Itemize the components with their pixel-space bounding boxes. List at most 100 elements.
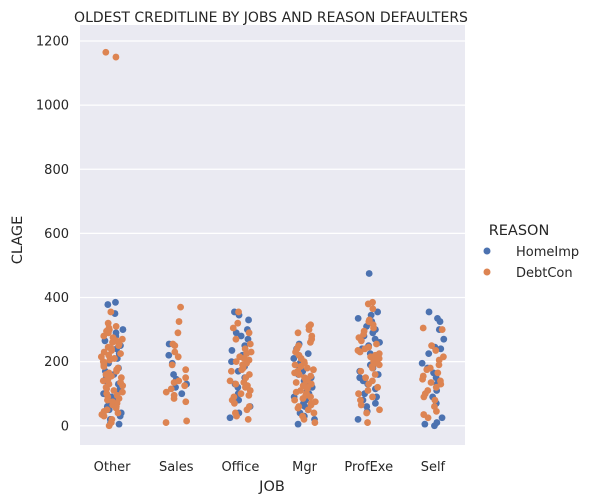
data-point-debtcon (171, 348, 179, 356)
data-point-debtcon (232, 335, 240, 343)
data-point-homeimp (374, 308, 382, 316)
data-point-debtcon (420, 393, 428, 401)
data-point-homeimp (440, 335, 448, 343)
data-point-debtcon (107, 308, 115, 316)
data-point-homeimp (436, 318, 444, 325)
data-point-debtcon (375, 361, 383, 369)
data-point-debtcon (294, 329, 302, 337)
data-point-debtcon (182, 398, 190, 406)
legend-marker-debtcon (483, 268, 491, 276)
data-point-debtcon (433, 407, 440, 415)
data-point-debtcon (361, 345, 369, 353)
chart-title: OLDEST CREDITLINE BY JOBS AND REASON DEF… (74, 10, 468, 26)
y-axis-ticks: 0 200 400 600 800 1000 1200 (36, 35, 69, 435)
data-point-homeimp (290, 355, 298, 362)
data-point-debtcon (310, 409, 318, 417)
data-point-debtcon (229, 324, 237, 332)
data-point-debtcon (291, 361, 299, 369)
y-axis-label: CLAGE (10, 216, 26, 265)
data-point-debtcon (435, 356, 443, 364)
data-point-debtcon (291, 396, 299, 404)
data-point-debtcon (106, 356, 114, 364)
data-point-homeimp (294, 420, 302, 428)
data-point-debtcon (373, 340, 380, 348)
y-tick-label: 600 (44, 227, 69, 242)
data-point-debtcon (304, 406, 312, 414)
data-point-debtcon (105, 422, 113, 430)
data-points (97, 48, 448, 430)
data-point-debtcon (181, 382, 189, 390)
data-point-debtcon (369, 393, 376, 401)
legend-title: REASON (489, 223, 550, 239)
data-point-homeimp (237, 332, 245, 340)
data-point-homeimp (354, 314, 362, 322)
data-point-debtcon (356, 348, 364, 356)
data-point-debtcon (100, 412, 108, 420)
y-tick-label: 400 (44, 291, 69, 306)
data-point-debtcon (294, 404, 302, 412)
data-point-debtcon (177, 303, 184, 311)
data-point-homeimp (431, 422, 438, 430)
data-point-debtcon (104, 396, 111, 404)
data-point-debtcon (423, 366, 431, 374)
data-point-homeimp (365, 270, 373, 277)
data-point-debtcon (115, 342, 123, 350)
data-point-debtcon (244, 415, 252, 423)
data-point-homeimp (418, 359, 426, 367)
data-point-debtcon (243, 406, 251, 414)
data-point-debtcon (109, 339, 116, 346)
x-axis-ticks: Other Sales Office Mgr ProfExe Self (94, 460, 446, 475)
y-tick-label: 800 (44, 163, 69, 178)
x-tick-label: Sales (159, 460, 194, 475)
data-point-homeimp (354, 415, 362, 423)
data-point-homeimp (226, 414, 234, 422)
data-point-debtcon (299, 395, 307, 402)
data-point-debtcon (119, 382, 127, 390)
data-point-debtcon (292, 388, 300, 396)
data-point-debtcon (365, 380, 373, 388)
data-point-debtcon (168, 361, 176, 369)
data-point-debtcon (113, 367, 120, 375)
data-point-debtcon (310, 366, 317, 374)
data-point-debtcon (174, 329, 182, 337)
legend: REASON HomeImp DebtCon (483, 223, 579, 281)
data-point-debtcon (167, 385, 175, 393)
y-tick-label: 1200 (36, 35, 69, 50)
data-point-homeimp (438, 414, 446, 422)
data-point-debtcon (363, 409, 371, 417)
data-point-debtcon (100, 332, 108, 340)
x-tick-label: Self (421, 460, 446, 475)
data-point-debtcon (102, 48, 110, 56)
legend-label-homeimp: HomeImp (516, 245, 579, 260)
data-point-debtcon (175, 318, 183, 325)
data-point-debtcon (424, 414, 432, 422)
x-tick-label: Mgr (292, 460, 317, 475)
data-point-debtcon (305, 326, 313, 333)
data-point-debtcon (232, 358, 240, 366)
data-point-homeimp (372, 399, 379, 407)
data-point-debtcon (362, 374, 369, 382)
grid-lines (80, 40, 465, 427)
data-point-debtcon (170, 395, 178, 402)
data-point-debtcon (431, 396, 439, 404)
data-point-debtcon (162, 388, 170, 396)
x-axis-label: JOB (258, 479, 285, 495)
data-point-debtcon (419, 324, 427, 332)
data-point-homeimp (165, 351, 173, 359)
data-point-debtcon (434, 369, 442, 377)
data-point-debtcon (162, 419, 170, 426)
x-tick-label: Office (221, 460, 259, 475)
data-point-debtcon (428, 342, 435, 350)
data-point-debtcon (303, 364, 311, 372)
data-point-debtcon (371, 371, 379, 378)
y-tick-label: 200 (44, 355, 69, 370)
data-point-debtcon (376, 406, 383, 414)
data-point-debtcon (100, 363, 108, 370)
data-point-debtcon (238, 366, 246, 374)
data-point-debtcon (234, 319, 242, 327)
y-tick-label: 0 (61, 419, 69, 434)
data-point-homeimp (178, 390, 186, 398)
y-tick-label: 1000 (36, 99, 69, 114)
data-point-debtcon (233, 412, 240, 420)
